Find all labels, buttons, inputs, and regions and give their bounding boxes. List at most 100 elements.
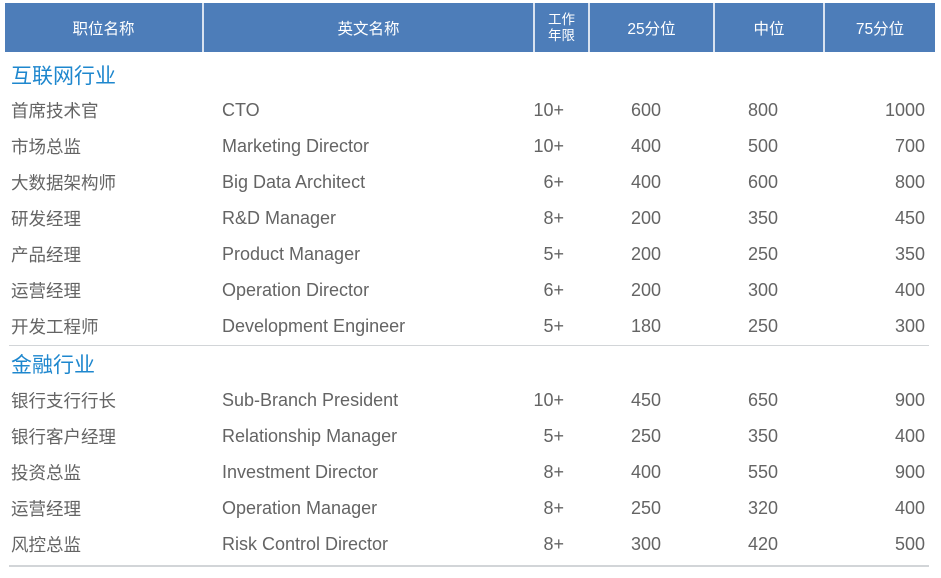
work-years-cell: 6+ [543, 280, 564, 301]
table-row: 产品经理 Product Manager 5+ 200 250 350 [0, 237, 941, 273]
english-name-cell: Big Data Architect [222, 171, 366, 192]
work-years-cell: 8+ [543, 497, 564, 518]
table-row: 投资总监 Investment Director 8+ 400 550 900 [0, 454, 941, 490]
section-title: 互联网行业 [11, 65, 116, 88]
position-name-cell: 投资总监 [11, 462, 81, 483]
p25-cell: 250 [630, 425, 661, 446]
median-cell: 250 [747, 316, 778, 337]
median-cell: 350 [747, 207, 778, 228]
industry-section: 互联网行业首席技术官 CTO 10+ 600 800 1000 市场总监 Marketing … [0, 52, 941, 345]
median-cell: 350 [747, 425, 778, 446]
table-row: 市场总监 Marketing Director 10+ 400 500 700 [0, 128, 941, 164]
median-cell: 800 [747, 99, 778, 120]
p25-cell: 400 [630, 171, 661, 192]
median-cell: 250 [747, 244, 778, 265]
p25-cell: 250 [630, 497, 661, 518]
english-name-cell: Investment Director [222, 461, 379, 482]
english-name-cell: Risk Control Director [222, 534, 389, 555]
table-row: 研发经理 R&D Manager 8+ 200 350 450 [0, 200, 941, 236]
work-years-cell: 8+ [543, 534, 564, 555]
p75-cell: 400 [894, 497, 925, 518]
position-name-cell: 市场总监 [11, 136, 81, 157]
industry-section: 金融行业 银行支行行长 Sub-Branch President 10+ 450 650 9… [0, 344, 941, 563]
p25-cell: 300 [630, 534, 661, 555]
header-p25: 25分位 [588, 3, 713, 52]
median-cell: 500 [747, 135, 778, 156]
table-row: 运营经理 Operation Director 6+ 200 300 400 [0, 273, 941, 309]
header-position-name-label: 职位名称 [72, 20, 135, 38]
header-english-name-label: 英文名称 [337, 20, 400, 38]
position-name-cell: 银行支行行长 [11, 390, 116, 411]
work-years-cell: 5+ [543, 425, 564, 446]
work-years-cell: 5+ [543, 244, 564, 265]
work-years-cell: 8+ [543, 461, 564, 482]
position-name-cell: 研发经理 [11, 208, 81, 229]
position-name-cell: 大数据架构师 [11, 172, 116, 193]
p25-cell: 200 [630, 207, 661, 228]
median-cell: 320 [747, 497, 778, 518]
work-years-cell: 10+ [533, 99, 564, 120]
p25-cell: 600 [630, 99, 661, 120]
p25-cell: 450 [630, 389, 661, 410]
header-work-years-line2: 年限 [548, 27, 575, 43]
bottom-rule-line [9, 565, 929, 567]
position-name-cell: 运营经理 [11, 281, 81, 302]
english-name-cell: CTO [222, 99, 260, 120]
header-median-label: 中位 [753, 20, 785, 38]
table-row: 银行支行行长 Sub-Branch President 10+ 450 650 900 [0, 382, 941, 418]
english-name-cell: Sub-Branch President [222, 389, 399, 410]
header-work-years-line1: 工作 [548, 11, 575, 27]
header-p75-label: 75分位 [855, 20, 905, 38]
table-row: 银行客户经理 Relationship Manager 5+ 250 350 400 [0, 418, 941, 454]
table-row: 首席技术官 CTO 10+ 600 800 1000 [0, 92, 941, 128]
position-name-cell: 风控总监 [11, 535, 81, 556]
position-name-cell: 运营经理 [11, 498, 81, 519]
p75-cell: 350 [894, 244, 925, 265]
position-name-cell: 首席技术官 [11, 100, 99, 121]
median-cell: 600 [747, 171, 778, 192]
header-median: 中位 [713, 3, 823, 52]
work-years-cell: 10+ [533, 389, 564, 410]
salary-table-page: 职位名称 英文名称 工作 年限 25分位 中位 75分位 互联网行业首席技术官 C… [0, 3, 941, 578]
work-years-cell: 6+ [543, 171, 564, 192]
median-cell: 420 [747, 534, 778, 555]
header-work-years: 工作 年限 [533, 3, 588, 52]
position-name-cell: 产品经理 [11, 245, 81, 266]
table-row: 大数据架构师 Big Data Architect 6+ 400 600 800 [0, 164, 941, 200]
position-name-cell: 银行客户经理 [11, 426, 116, 447]
english-name-cell: Relationship Manager [222, 425, 398, 446]
section-title: 金融行业 [11, 354, 95, 378]
median-cell: 550 [747, 461, 778, 482]
table-row: 运营经理 Operation Manager 8+ 250 320 400 [0, 490, 941, 526]
table-body: 互联网行业首席技术官 CTO 10+ 600 800 1000 市场总监 Marketing … [0, 52, 941, 567]
header-p75: 75分位 [823, 3, 935, 52]
english-name-cell: Product Manager [222, 244, 361, 265]
table-header: 职位名称 英文名称 工作 年限 25分位 中位 75分位 [5, 3, 935, 52]
p75-cell: 400 [894, 280, 925, 301]
english-name-cell: R&D Manager [222, 207, 337, 228]
p75-cell: 500 [894, 534, 925, 555]
p75-cell: 700 [894, 135, 925, 156]
header-english-name: 英文名称 [202, 3, 533, 52]
position-name-cell: 开发工程师 [11, 317, 99, 338]
p25-cell: 400 [630, 461, 661, 482]
header-work-years-label: 工作 年限 [548, 12, 575, 44]
p75-cell: 300 [894, 316, 925, 337]
p75-cell: 900 [894, 389, 925, 410]
header-p25-label: 25分位 [627, 20, 676, 38]
median-cell: 300 [747, 280, 778, 301]
p25-cell: 200 [630, 244, 661, 265]
table-row: 风控总监 Risk Control Director 8+ 300 420 500 [0, 527, 941, 563]
english-name-cell: Operation Director [222, 280, 370, 301]
work-years-cell: 10+ [533, 135, 564, 156]
english-name-cell: Marketing Director [222, 135, 370, 156]
english-name-cell: Development Engineer [222, 316, 406, 337]
p75-cell: 800 [894, 171, 925, 192]
english-name-cell: Operation Manager [222, 497, 378, 518]
p75-cell: 900 [894, 461, 925, 482]
work-years-cell: 5+ [543, 316, 564, 337]
p25-cell: 400 [630, 135, 661, 156]
p75-cell: 1000 [884, 99, 925, 120]
p75-cell: 450 [894, 207, 925, 228]
section-divider-line [9, 344, 929, 347]
